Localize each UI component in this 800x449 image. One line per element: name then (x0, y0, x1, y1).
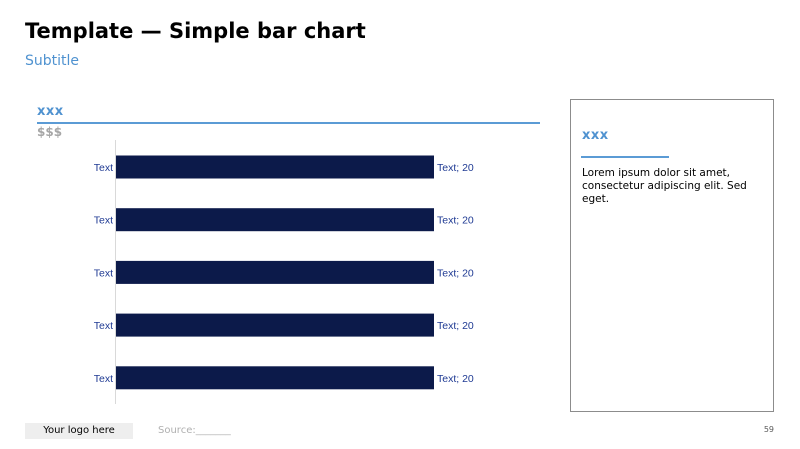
side-panel-body: Lorem ipsum dolor sit amet, consectetur … (582, 167, 747, 205)
page-subtitle: Subtitle (25, 53, 80, 69)
bar (116, 260, 434, 284)
bar (116, 313, 434, 337)
data-label: Text; 20 (437, 267, 474, 279)
data-label: Text; 20 (437, 215, 474, 227)
side-panel-header: xxx (582, 128, 609, 143)
chart-header-rule (37, 122, 540, 124)
bar (116, 366, 434, 390)
data-label: Text; 20 (437, 162, 474, 174)
bar-chart: Text Text; 20 Text Text; 20 Text Text; 20 Text… (94, 140, 474, 404)
bar (116, 155, 434, 179)
bar (116, 208, 434, 232)
data-label: Text; 20 (437, 373, 474, 385)
category-label: Text (94, 373, 113, 385)
category-label: Text (94, 162, 113, 174)
side-panel: xxx Lorem ipsum dolor sit amet, consecte… (570, 99, 774, 412)
side-panel-rule (581, 156, 669, 158)
category-label: Text (94, 267, 113, 279)
logo-placeholder: Your logo here (25, 423, 133, 439)
chart-header-label: xxx (37, 104, 64, 119)
chart-unit-label: $$$ (37, 125, 63, 139)
data-label: Text; 20 (437, 320, 474, 332)
page-number: 59 (763, 425, 774, 434)
category-label: Text (94, 320, 113, 332)
category-label: Text (94, 215, 113, 227)
page-title: Template — Simple bar chart (25, 19, 366, 43)
source-note: Source:_______ (158, 425, 231, 436)
